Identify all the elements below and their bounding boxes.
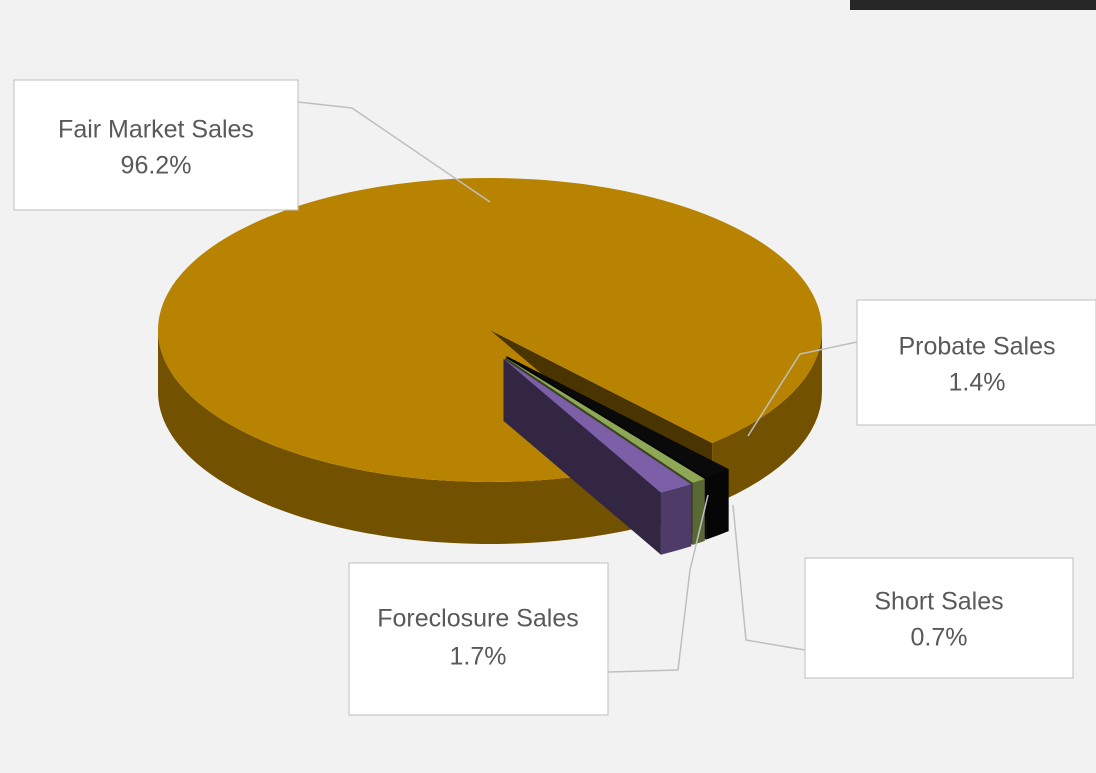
leader-line [607, 494, 709, 673]
label-category: Short Sales [874, 588, 1003, 616]
toolbar-edge [850, 0, 1096, 10]
label-category: Probate Sales [898, 333, 1055, 361]
slice-side [706, 469, 729, 540]
leader-line [297, 101, 491, 203]
label-value: 0.7% [911, 624, 968, 652]
label-value: 1.7% [450, 643, 507, 671]
label-category: Fair Market Sales [58, 116, 254, 144]
slice-side [158, 330, 648, 545]
label-value: 96.2% [121, 152, 192, 180]
slice [158, 177, 823, 483]
slice-side [712, 330, 822, 505]
slice [505, 357, 705, 483]
leader-line [747, 341, 858, 437]
label-value: 1.4% [949, 369, 1006, 397]
label-category: Foreclosure Sales [377, 605, 578, 633]
label-box [13, 79, 299, 211]
slice-side [660, 484, 692, 555]
slice-side [692, 478, 705, 545]
labels: Fair Market Sales 96.2% Probate Sales 1.… [13, 79, 1096, 716]
label-box [856, 299, 1096, 426]
slice [506, 356, 729, 478]
slice-face [503, 358, 661, 555]
slice [503, 358, 692, 493]
label-box [348, 562, 609, 716]
pie [158, 177, 823, 555]
label-box [804, 557, 1074, 679]
leader-line [732, 504, 806, 651]
